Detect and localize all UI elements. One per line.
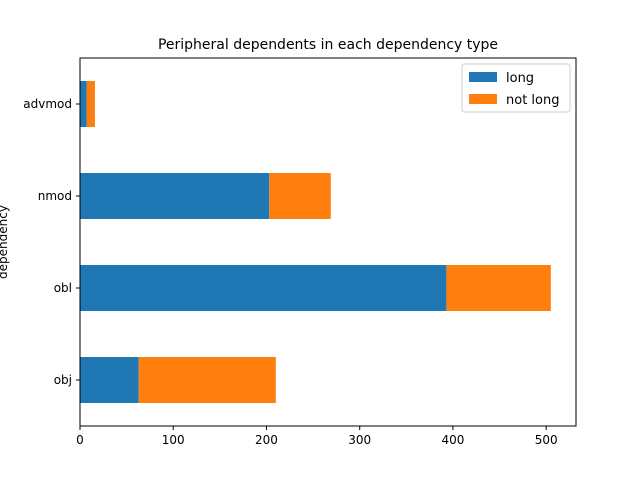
legend-label: not long	[506, 93, 559, 108]
y-tick-label: nmod	[38, 189, 72, 203]
y-tick-label: obj	[54, 373, 72, 387]
x-tick-label: 0	[76, 433, 84, 447]
x-tick-label: 300	[348, 433, 371, 447]
y-tick-label: obl	[54, 281, 72, 295]
bar-advmod-not-long	[86, 81, 95, 127]
bar-obj-not-long	[138, 357, 276, 403]
legend-swatch-not-long	[469, 94, 497, 104]
bar-nmod-not-long	[269, 173, 331, 219]
x-tick-label: 500	[535, 433, 558, 447]
x-ticks-group: 0 100 200 300 400 500	[76, 426, 558, 447]
x-tick-label: 100	[162, 433, 185, 447]
plot-area-frame	[79, 57, 577, 427]
y-ticks-group: obj obl nmod advmod	[23, 97, 80, 387]
legend-swatch-long	[469, 72, 497, 82]
bars-group	[80, 81, 551, 403]
legend: long not long	[461, 63, 571, 113]
bar-obl-long	[80, 265, 447, 311]
x-tick-label: 400	[441, 433, 464, 447]
bar-nmod-long	[80, 173, 270, 219]
x-tick-label: 200	[255, 433, 278, 447]
y-axis-label: dependency	[0, 205, 10, 279]
bar-obj-long	[80, 357, 139, 403]
legend-label: long	[506, 71, 534, 86]
y-tick-label: advmod	[23, 97, 72, 111]
bar-advmod-long	[80, 81, 87, 127]
bar-obl-not-long	[446, 265, 551, 311]
chart-title: Peripheral dependents in each dependency…	[158, 37, 498, 53]
